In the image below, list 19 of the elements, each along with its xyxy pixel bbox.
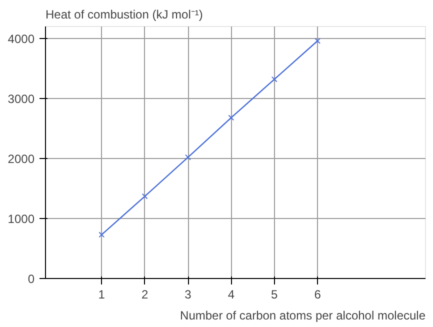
point [271,76,278,82]
y-tick-label: 3000 [8,92,35,106]
x-tick-label: 2 [141,288,148,302]
y-tick-label: 0 [28,272,35,286]
y-tick-label: 1000 [8,212,35,226]
y-tick-label: 4000 [8,32,35,46]
x-tick-label: 6 [314,288,322,302]
y-tick-label: 2000 [8,152,35,166]
x-tick-label: 1 [98,288,106,302]
x-tick-label: 4 [228,288,235,302]
y-axis-title: Heat of combustion (kJ mol⁻¹) [46,8,203,22]
point [98,232,105,238]
point [185,154,191,160]
point [314,38,321,44]
x-tick-label: 3 [184,288,192,302]
point [142,193,148,200]
x-tick-label: 5 [271,288,278,302]
point [228,114,234,121]
x-axis-title: Number of carbon atoms per alcohol molecule [180,308,426,322]
